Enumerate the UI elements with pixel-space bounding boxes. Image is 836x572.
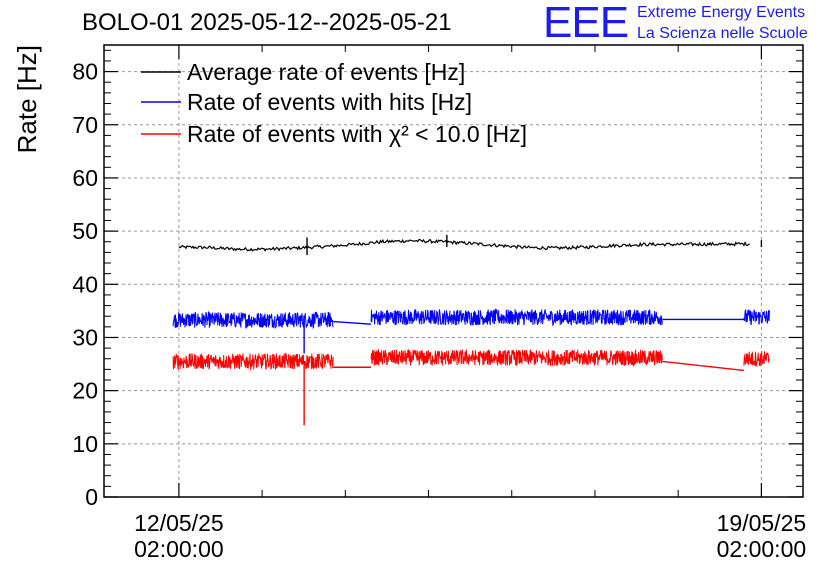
x-tick-label-time: 02:00:00: [134, 536, 224, 562]
series-layer: [172, 234, 771, 426]
y-tick-label: 10: [72, 431, 98, 457]
series-connector: [662, 360, 744, 372]
y-tick-label: 20: [72, 378, 98, 404]
y-tick-label: 0: [85, 484, 98, 510]
y-tick-label: 70: [72, 112, 98, 138]
axis-ticks: [104, 45, 803, 498]
series-line: [178, 238, 750, 252]
y-axis-title: Rate [Hz]: [12, 45, 42, 153]
legend-item: Rate of events with hits [Hz]: [141, 89, 472, 115]
legend: Average rate of events [Hz] Rate of event…: [141, 59, 527, 147]
y-tick-label: 60: [72, 165, 98, 191]
series-segment: [370, 307, 663, 327]
x-tick-label-time: 02:00:00: [717, 536, 807, 562]
legend-label: Rate of events with χ² < 10.0 [Hz]: [187, 121, 527, 147]
y-tick-label: 40: [72, 271, 98, 297]
eee-logo: EEE Extreme Energy Events La Scienza nel…: [543, 0, 833, 47]
legend-item: Rate of events with χ² < 10.0 [Hz]: [141, 121, 527, 147]
series-segment: [172, 352, 334, 372]
series-2: [172, 348, 771, 426]
chart-title: BOLO-01 2025-05-12--2025-05-21: [82, 9, 452, 36]
series-connector: [333, 320, 372, 325]
x-tick-label-date: 19/05/25: [717, 510, 807, 536]
y-tick-label: 30: [72, 324, 98, 350]
logo-line-2: La Scienza nelle Scuole: [637, 25, 808, 42]
series-segment: [370, 348, 663, 368]
legend-label: Rate of events with hits [Hz]: [187, 89, 472, 115]
logo-line-1: Extreme Energy Events: [637, 4, 806, 21]
series-segment: [743, 351, 771, 367]
series-segment: [743, 308, 771, 326]
legend-item: Average rate of events [Hz]: [141, 59, 465, 85]
logo-mark: EEE: [543, 0, 629, 47]
series-0: [178, 234, 763, 256]
grid-lines: [104, 45, 803, 497]
y-tick-label: 50: [72, 218, 98, 244]
y-tick-label: 80: [72, 59, 98, 85]
series-segment: [172, 310, 334, 330]
x-tick-label-date: 12/05/25: [134, 510, 224, 536]
series-1: [172, 307, 771, 354]
legend-label: Average rate of events [Hz]: [187, 59, 465, 85]
plot-frame: [103, 44, 804, 498]
tick-labels: 0102030405060708012/05/2502:00:0019/05/2…: [72, 59, 806, 562]
